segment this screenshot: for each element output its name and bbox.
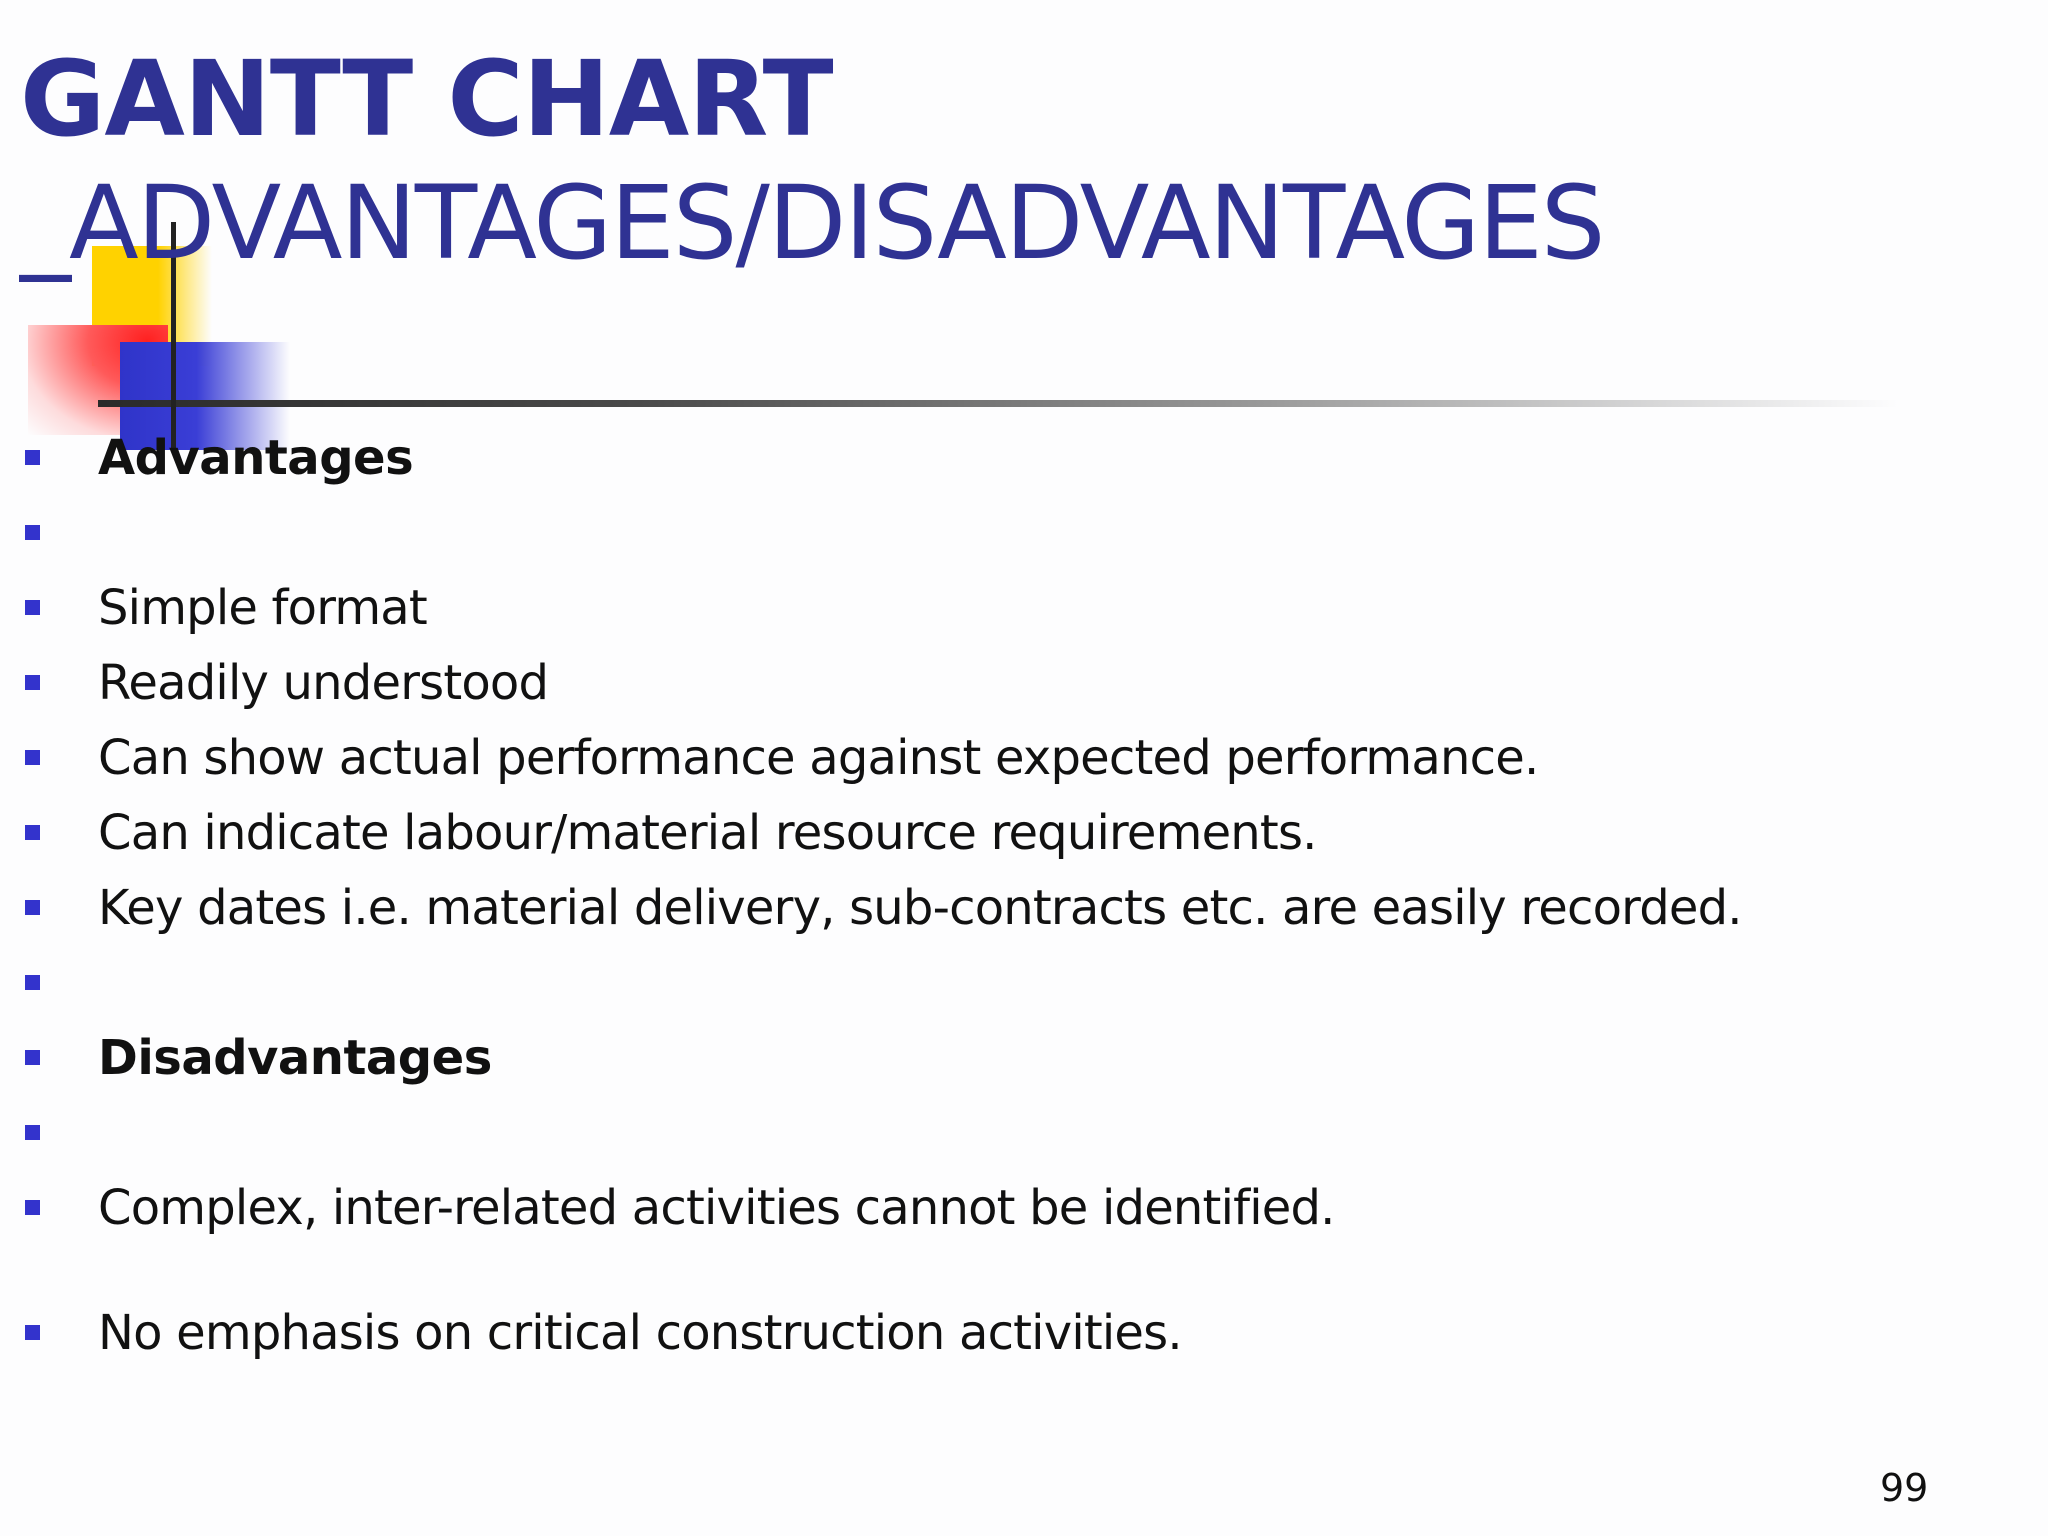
- square-bullet-icon: [25, 600, 40, 615]
- square-bullet-icon: [25, 1050, 40, 1065]
- slide-title: GANTT CHART: [20, 38, 834, 160]
- bullet-item: Simple format: [0, 580, 1900, 640]
- square-bullet-icon: [25, 1125, 40, 1140]
- decorative-horizontal-rule: [98, 400, 1898, 407]
- square-bullet-icon: [25, 825, 40, 840]
- bullet-text: Complex, inter-related activities cannot…: [98, 1180, 1335, 1236]
- square-bullet-icon: [25, 675, 40, 690]
- bullet-item-empty: [0, 1105, 1900, 1165]
- bullet-item: Complex, inter-related activities cannot…: [0, 1180, 1900, 1240]
- bullet-item-empty: [0, 505, 1900, 565]
- bullet-text: No emphasis on critical construction act…: [98, 1305, 1183, 1361]
- square-bullet-icon: [25, 1200, 40, 1215]
- section-heading: Disadvantages: [98, 1030, 492, 1086]
- bullet-text: Can show actual performance against expe…: [98, 730, 1539, 786]
- bullet-text: Key dates i.e. material delivery, sub-co…: [98, 880, 1743, 936]
- decorative-blue-square: [120, 342, 290, 450]
- bullet-item: Key dates i.e. material delivery, sub-co…: [0, 880, 1900, 940]
- bullet-item-empty: [0, 955, 1900, 1015]
- square-bullet-icon: [25, 450, 40, 465]
- square-bullet-icon: [25, 525, 40, 540]
- slide-subtitle: _ADVANTAGES/DISADVANTAGES: [20, 164, 1606, 283]
- square-bullet-icon: [25, 750, 40, 765]
- bullet-text: Simple format: [98, 580, 428, 636]
- decorative-vertical-rule: [171, 222, 176, 450]
- bullet-item: Can indicate labour/material resource re…: [0, 805, 1900, 865]
- bullet-item: No emphasis on critical construction act…: [0, 1305, 1900, 1365]
- square-bullet-icon: [25, 900, 40, 915]
- page-number: 99: [1880, 1466, 1929, 1510]
- bullet-item-disadvantages-heading: Disadvantages: [0, 1030, 1900, 1090]
- square-bullet-icon: [25, 975, 40, 990]
- bullet-item-advantages-heading: Advantages: [0, 430, 1900, 490]
- bullet-item: Readily understood: [0, 655, 1900, 715]
- bullet-text: Readily understood: [98, 655, 549, 711]
- bullet-item: Can show actual performance against expe…: [0, 730, 1900, 790]
- square-bullet-icon: [25, 1325, 40, 1340]
- section-heading: Advantages: [98, 430, 414, 486]
- bullet-text: Can indicate labour/material resource re…: [98, 805, 1317, 861]
